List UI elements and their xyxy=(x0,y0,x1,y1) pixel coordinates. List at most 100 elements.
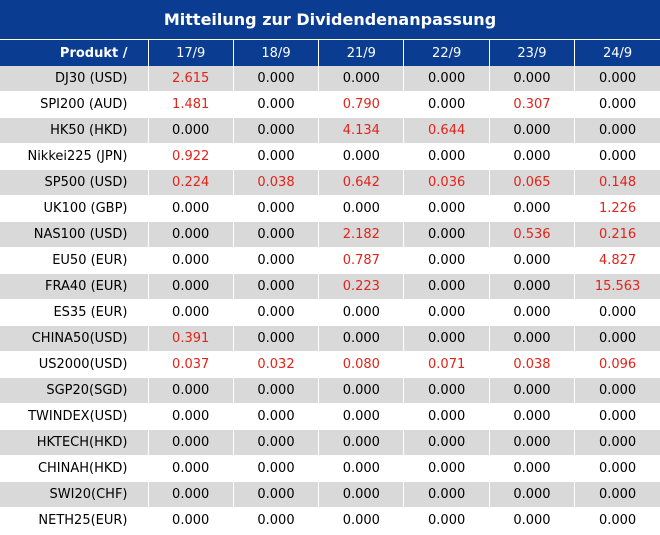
table-row: CHINA50(USD) 0.391 0.000 0.000 0.000 0.000 0.0… xyxy=(0,325,660,352)
value-cell: 0.037 xyxy=(148,351,234,378)
column-header-date: 18/9 xyxy=(233,40,320,66)
product-cell: HK50 (HKD) xyxy=(0,117,149,144)
value-cell: 2.615 xyxy=(148,66,234,92)
value-cell: 0.000 xyxy=(403,299,490,326)
value-cell: 0.000 xyxy=(489,247,576,274)
table-row: CHINAH(HKD) 0.000 0.000 0.000 0.000 0.000 0.00… xyxy=(0,455,660,482)
value-cell: 4.827 xyxy=(574,247,660,274)
value-cell: 0.000 xyxy=(574,455,660,482)
value-cell: 0.000 xyxy=(233,221,320,248)
table-row: SGP20(SGD) 0.000 0.000 0.000 0.000 0.000 0.000 xyxy=(0,377,660,404)
value-cell: 0.000 xyxy=(318,377,405,404)
table-row: Nikkei225 (JPN) 0.922 0.000 0.000 0.000 0.000… xyxy=(0,143,660,170)
value-cell: 15.563 xyxy=(574,273,660,300)
value-cell: 0.790 xyxy=(318,91,405,118)
value-cell: 0.000 xyxy=(489,66,576,92)
value-cell: 0.080 xyxy=(318,351,405,378)
column-header-product: Produkt / xyxy=(0,40,149,66)
table-row: HK50 (HKD) 0.000 0.000 4.134 0.644 0.000 0.000 xyxy=(0,117,660,144)
value-cell: 0.071 xyxy=(403,351,490,378)
value-cell: 0.000 xyxy=(233,377,320,404)
product-cell: CHINA50(USD) xyxy=(0,325,149,352)
column-header-date: 17/9 xyxy=(148,40,234,66)
column-header-date: 21/9 xyxy=(318,40,405,66)
value-cell: 0.000 xyxy=(574,377,660,404)
dividend-table: Produkt / 17/9 18/9 21/9 22/9 23/9 24/9 … xyxy=(0,40,660,534)
value-cell: 0.000 xyxy=(403,481,490,508)
value-cell: 0.000 xyxy=(403,377,490,404)
value-cell: 0.000 xyxy=(489,377,576,404)
table-title: Mitteilung zur Dividendenanpassung xyxy=(0,0,660,39)
value-cell: 0.000 xyxy=(318,481,405,508)
value-cell: 0.000 xyxy=(318,195,405,222)
table-row: HKTECH(HKD) 0.000 0.000 0.000 0.000 0.000 0.00… xyxy=(0,429,660,456)
value-cell: 0.000 xyxy=(574,325,660,352)
value-cell: 0.000 xyxy=(489,117,576,144)
product-cell: NETH25(EUR) xyxy=(0,507,149,534)
value-cell: 0.000 xyxy=(148,299,234,326)
value-cell: 0.000 xyxy=(233,143,320,170)
value-cell: 2.182 xyxy=(318,221,405,248)
value-cell: 1.226 xyxy=(574,195,660,222)
value-cell: 0.000 xyxy=(403,247,490,274)
product-cell: SPI200 (AUD) xyxy=(0,91,149,118)
table-row: ES35 (EUR) 0.000 0.000 0.000 0.000 0.000 0.000 xyxy=(0,299,660,326)
value-cell: 0.000 xyxy=(233,455,320,482)
value-cell: 0.000 xyxy=(148,507,234,534)
value-cell: 0.065 xyxy=(489,169,576,196)
value-cell: 0.000 xyxy=(318,66,405,92)
value-cell: 0.000 xyxy=(574,91,660,118)
value-cell: 0.000 xyxy=(489,299,576,326)
value-cell: 0.000 xyxy=(574,429,660,456)
product-cell: SP500 (USD) xyxy=(0,169,149,196)
table-row: TWINDEX(USD) 0.000 0.000 0.000 0.000 0.000 0.0… xyxy=(0,403,660,430)
product-cell: UK100 (GBP) xyxy=(0,195,149,222)
value-cell: 0.000 xyxy=(403,455,490,482)
product-cell: HKTECH(HKD) xyxy=(0,429,149,456)
value-cell: 0.000 xyxy=(574,403,660,430)
value-cell: 0.000 xyxy=(403,195,490,222)
value-cell: 0.000 xyxy=(489,507,576,534)
value-cell: 0.000 xyxy=(574,299,660,326)
value-cell: 0.096 xyxy=(574,351,660,378)
value-cell: 0.000 xyxy=(148,247,234,274)
value-cell: 0.000 xyxy=(233,325,320,352)
product-cell: SGP20(SGD) xyxy=(0,377,149,404)
value-cell: 0.000 xyxy=(148,481,234,508)
product-cell: EU50 (EUR) xyxy=(0,247,149,274)
value-cell: 0.536 xyxy=(489,221,576,248)
value-cell: 0.000 xyxy=(403,325,490,352)
value-cell: 0.000 xyxy=(489,273,576,300)
value-cell: 0.000 xyxy=(403,66,490,92)
value-cell: 0.000 xyxy=(233,117,320,144)
product-cell: Nikkei225 (JPN) xyxy=(0,143,149,170)
table-row: UK100 (GBP) 0.000 0.000 0.000 0.000 0.000 1.22… xyxy=(0,195,660,222)
product-cell: ES35 (EUR) xyxy=(0,299,149,326)
value-cell: 0.000 xyxy=(233,507,320,534)
table-row: DJ30 (USD) 2.615 0.000 0.000 0.000 0.000 0.000 xyxy=(0,66,660,92)
value-cell: 0.038 xyxy=(489,351,576,378)
value-cell: 0.000 xyxy=(148,403,234,430)
value-cell: 0.000 xyxy=(403,507,490,534)
value-cell: 0.000 xyxy=(148,273,234,300)
value-cell: 0.000 xyxy=(233,403,320,430)
value-cell: 0.000 xyxy=(318,299,405,326)
value-cell: 0.000 xyxy=(403,403,490,430)
header-row: Produkt / 17/9 18/9 21/9 22/9 23/9 24/9 xyxy=(0,40,660,66)
value-cell: 0.000 xyxy=(403,273,490,300)
value-cell: 0.391 xyxy=(148,325,234,352)
value-cell: 0.000 xyxy=(233,247,320,274)
value-cell: 0.000 xyxy=(574,117,660,144)
value-cell: 0.000 xyxy=(233,299,320,326)
value-cell: 0.000 xyxy=(318,507,405,534)
value-cell: 0.307 xyxy=(489,91,576,118)
value-cell: 0.000 xyxy=(489,143,576,170)
value-cell: 0.000 xyxy=(148,117,234,144)
value-cell: 0.000 xyxy=(574,481,660,508)
column-header-date: 22/9 xyxy=(403,40,490,66)
table-row: NETH25(EUR) 0.000 0.000 0.000 0.000 0.000 0.00… xyxy=(0,507,660,534)
table-row: FRA40 (EUR) 0.000 0.000 0.223 0.000 0.000 15.5… xyxy=(0,273,660,300)
value-cell: 0.000 xyxy=(233,91,320,118)
value-cell: 0.032 xyxy=(233,351,320,378)
value-cell: 0.000 xyxy=(148,455,234,482)
